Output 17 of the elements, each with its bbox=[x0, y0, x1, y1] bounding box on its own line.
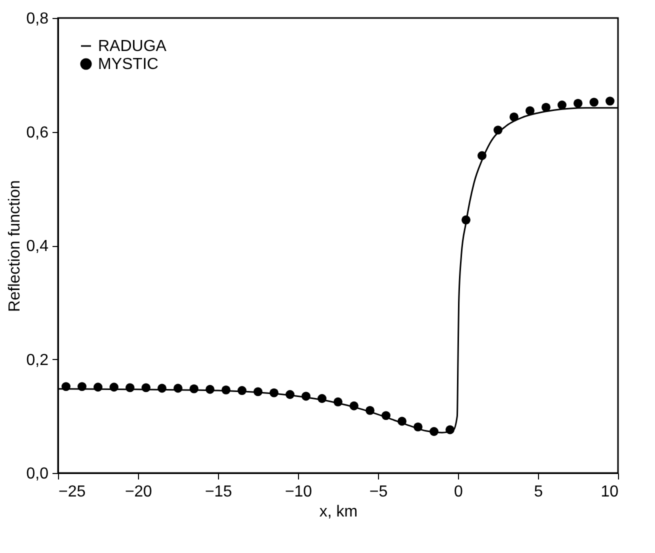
legend-label: RADUGA bbox=[98, 38, 167, 55]
legend-label: MYSTIC bbox=[98, 56, 158, 73]
x-tick-label: −10 bbox=[284, 484, 312, 500]
y-tick-label: 0,4 bbox=[26, 238, 49, 255]
x-tick-label: −5 bbox=[369, 484, 388, 500]
y-tick-label: 0,6 bbox=[26, 124, 49, 142]
x-tick-label: 5 bbox=[534, 484, 544, 500]
x-tick-label: −25 bbox=[58, 484, 86, 500]
x-tick-label: 0 bbox=[454, 484, 464, 500]
x-axis-title: x, km bbox=[319, 504, 358, 520]
y-tick-label: 0,2 bbox=[26, 352, 49, 369]
y-axis-title: Reflection function bbox=[6, 180, 24, 312]
x-tick-label: −20 bbox=[124, 484, 152, 500]
x-tick-label: 10 bbox=[600, 484, 619, 500]
x-tick-label: −15 bbox=[204, 484, 232, 500]
y-tick-label: 0,8 bbox=[26, 10, 49, 28]
y-tick-label: 0,0 bbox=[26, 466, 49, 482]
